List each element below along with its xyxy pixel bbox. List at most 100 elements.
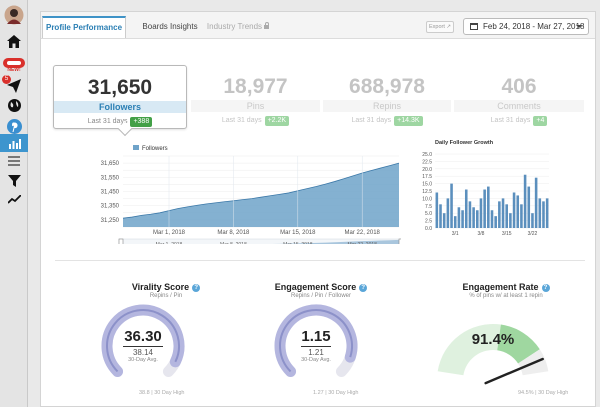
pinterest-icon <box>6 119 22 134</box>
kpi-card-comments[interactable]: 406 Comments Last 31 days +4 <box>454 65 584 133</box>
sidebar-item-globe[interactable] <box>0 95 28 116</box>
kpi-card-followers[interactable]: 31,650 Followers Last 31 days +388 <box>53 65 187 137</box>
home-icon <box>7 35 21 48</box>
daily-growth-bar <box>461 210 464 228</box>
trend-line-icon <box>7 195 21 204</box>
kpi-period-text: Last 31 days <box>87 118 128 125</box>
followers-area-chart[interactable]: 31,650 31,550 31,450 31,350 31,250 Followers M… <box>61 132 401 244</box>
engagement-rate-value: 91.4% <box>472 331 515 348</box>
sidebar-item-publisher[interactable]: 5 <box>0 75 28 96</box>
daily-growth-bar <box>501 198 505 228</box>
daily-growth-bar <box>490 210 494 228</box>
engagement-score-avg-label: 30-Day Avg. <box>301 357 331 363</box>
legend-label: Followers <box>142 146 168 152</box>
engagement-rate-title-text: Engagement Rate <box>462 282 539 292</box>
engagement-score-subtitle: Repins / Pin / Follower <box>290 293 352 299</box>
tab-industry-trends[interactable]: Industry Trends <box>193 16 283 38</box>
navigator-handle-left <box>118 238 124 244</box>
engagement-score-value: 1.15 <box>301 328 331 345</box>
globe-icon <box>7 99 21 112</box>
virality-score-high: 38.8 | 30 Day High <box>139 390 185 396</box>
engagement-rate-gauge: 91.4% <box>437 324 549 385</box>
daily-growth-bar <box>450 183 453 228</box>
engagement-rate-high: 94.5% | 30 Day High <box>518 390 569 396</box>
kpi-delta-badge: +14.3K <box>394 116 423 126</box>
help-icon[interactable]: ? <box>192 283 201 292</box>
tab-profile-performance[interactable]: Profile Performance <box>42 16 126 38</box>
date-range-picker[interactable]: Feb 24, 2018 - Mar 27, 2018 <box>463 18 589 35</box>
kpi-delta-badge: +2.2K <box>264 116 290 126</box>
sidebar-item-promo[interactable] <box>0 52 28 73</box>
daily-growth-bar <box>476 210 479 228</box>
kpi-label: Followers <box>54 101 186 113</box>
export-button[interactable]: Export ↗ <box>426 21 454 33</box>
kpi-card-pins[interactable]: 18,977 Pins Last 31 days +2.2K <box>191 65 320 133</box>
daily-growth-bar <box>498 201 501 228</box>
navigator-label: Mar 1, 2018 <box>156 242 183 244</box>
daily-growth-bar <box>542 201 545 228</box>
daily-growth-bar <box>483 189 486 228</box>
sidebar: NEW! 5 <box>0 0 28 407</box>
engagement-score-high: 1.27 | 30 Day High <box>313 390 359 396</box>
daily-growth-bar <box>472 207 475 228</box>
virality-score-title-text: Virality Score <box>131 282 190 292</box>
y-tick-label: 31,250 <box>101 218 120 224</box>
daily-growth-bar <box>538 198 542 228</box>
daily-growth-bar <box>512 192 516 228</box>
gauge-inner-line <box>279 309 353 373</box>
navigator-label: Mar 15, 2018 <box>283 242 313 244</box>
caret-down-icon <box>576 25 582 28</box>
daily-growth-bar <box>442 213 446 228</box>
x-tick-label: Mar 1, 2018 <box>153 230 186 236</box>
sidebar-item-boards[interactable] <box>0 152 28 170</box>
readout-rule <box>301 346 331 347</box>
y-tick-label: 0.0 <box>425 226 432 232</box>
sidebar-item-pinterest[interactable] <box>0 116 28 137</box>
virality-score-readout: 36.30 38.14 30-Day Avg. <box>93 328 193 363</box>
kpi-period: Last 31 days +4 <box>454 116 584 126</box>
daily-growth-bar <box>527 186 531 228</box>
daily-growth-bar <box>531 213 534 228</box>
kpi-value: 688,978 <box>349 75 425 98</box>
daily-growth-bar <box>534 177 538 228</box>
x-tick-label: 3/1 <box>452 231 459 237</box>
new-label: NEW! <box>7 67 21 73</box>
kpi-delta-badge: +4 <box>533 116 548 126</box>
followers-area <box>123 163 399 227</box>
top-bar: Profile Performance Boards Insights Indu… <box>41 12 595 39</box>
engagement-score-title-text: Engagement Score <box>274 282 357 292</box>
notification-badge: 5 <box>2 75 11 84</box>
sidebar-item-analytics[interactable] <box>0 134 28 152</box>
kpi-period-text: Last 31 days <box>490 117 531 124</box>
y-tick-label: 17.5 <box>422 174 432 180</box>
help-icon[interactable]: ? <box>541 283 550 292</box>
kpi-period: Last 31 days +2.2K <box>191 116 320 126</box>
virality-score-subtitle: Repins / Pin <box>149 293 183 299</box>
daily-growth-bar <box>457 207 461 228</box>
avatar-image <box>4 5 24 25</box>
sidebar-item-trends[interactable] <box>0 189 28 210</box>
promo-logo-icon <box>3 57 25 68</box>
analytics-icon <box>8 138 21 149</box>
engagement-rate-title: Engagement Rate? <box>441 282 571 292</box>
x-tick-label: Mar 22, 2018 <box>345 230 381 236</box>
kpi-card-repins[interactable]: 688,978 Repins Last 31 days +14.3K <box>323 65 451 133</box>
sidebar-item-filter[interactable] <box>0 170 28 191</box>
daily-growth-bar <box>446 198 450 228</box>
kpi-period: Last 31 days +388 <box>54 117 186 127</box>
y-tick-label: 22.5 <box>422 159 432 165</box>
kpi-period-text: Last 31 days <box>221 117 262 124</box>
tab-boards-insights[interactable]: Boards Insights <box>142 22 198 31</box>
user-avatar[interactable] <box>0 3 28 27</box>
engagement-score-readout: 1.15 1.21 30-Day Avg. <box>266 328 366 363</box>
sidebar-item-home[interactable] <box>0 31 28 52</box>
daily-growth-bar <box>505 204 508 228</box>
daily-growth-bar <box>453 216 457 228</box>
navigator-handle-right <box>398 238 401 244</box>
y-tick-label: 31,650 <box>101 161 120 167</box>
help-icon[interactable]: ? <box>359 283 368 292</box>
kpi-label: Comments <box>454 100 584 112</box>
gauge-band-low <box>437 324 501 376</box>
kpi-label: Repins <box>323 100 451 112</box>
